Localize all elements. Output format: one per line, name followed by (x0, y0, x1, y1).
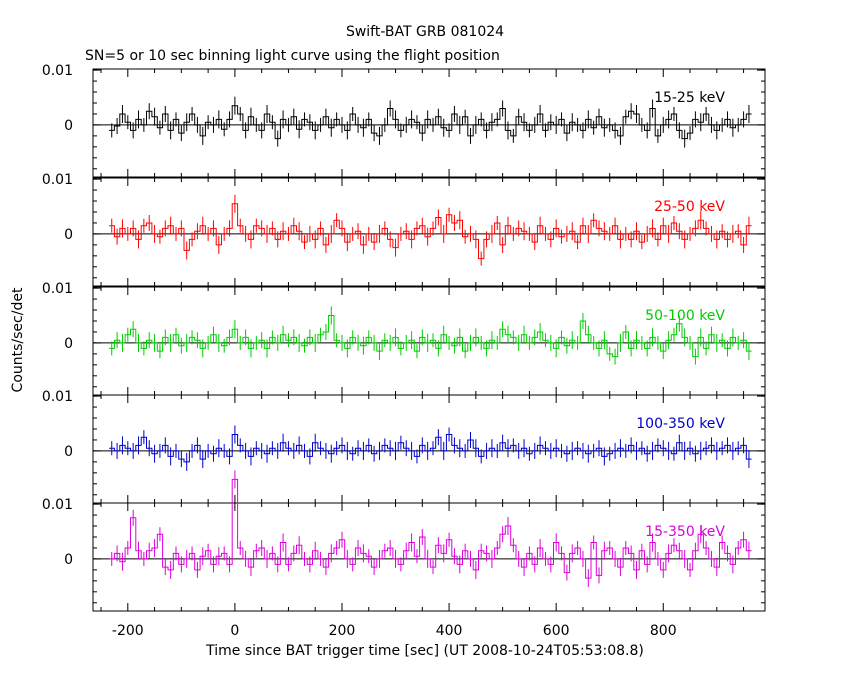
panel-frame (92, 177, 766, 287)
y-tick-label: 0 (64, 118, 73, 134)
panel-band-label: 15-350 keV (645, 524, 725, 540)
panel-band-label: 50-100 keV (645, 308, 725, 324)
y-tick-label: 0 (64, 336, 73, 352)
chart-subtitle: SN=5 or 10 sec binning light curve using… (85, 48, 500, 64)
panel-5: 0 0.01 15-350 keV -200 0 200 400 600 800 (42, 470, 766, 639)
panel-frame (92, 502, 766, 612)
x-tick-label: 200 (329, 623, 356, 639)
series-step-line (109, 315, 752, 358)
x-tick-label: 600 (543, 623, 570, 639)
x-tick-label: 400 (436, 623, 463, 639)
y-tick-label: 0 (64, 444, 73, 460)
x-tick-label: -200 (112, 623, 144, 639)
panel-frame (92, 286, 766, 396)
panel-frame (92, 394, 766, 504)
panel-3: 0 0.01 50-100 keV (42, 281, 766, 396)
panel-2: 0 0.01 25-50 keV (42, 172, 766, 287)
y-axis-label: Counts/sec/det (10, 287, 26, 392)
panel-frame (92, 68, 766, 178)
x-axis-label: Time since BAT trigger time [sec] (UT 20… (205, 643, 644, 659)
y-tick-label: 0.01 (42, 172, 73, 188)
panel-1: 0 0.01 15-25 keV (42, 63, 766, 178)
series-step-line (109, 478, 752, 579)
series-step-line (109, 105, 752, 140)
chart-title: Swift-BAT GRB 081024 (346, 24, 504, 40)
y-tick-label: 0.01 (42, 389, 73, 405)
y-tick-label: 0.01 (42, 281, 73, 297)
series-step-line (109, 203, 752, 260)
panel-band-label: 100-350 keV (636, 416, 725, 432)
panels-group: 0 0.01 15-25 keV 0 0.01 25-50 keV 0 0.01 50-100 … (42, 63, 766, 639)
y-tick-label: 0.01 (42, 497, 73, 513)
x-tick-label: 800 (650, 623, 677, 639)
panel-4: 0 0.01 100-350 keV (42, 389, 766, 504)
y-tick-label: 0 (64, 552, 73, 568)
x-tick-label: 0 (230, 623, 239, 639)
y-tick-label: 0 (64, 227, 73, 243)
y-tick-label: 0.01 (42, 63, 73, 79)
panel-band-label: 25-50 keV (654, 199, 725, 215)
series-step-line (109, 434, 752, 463)
panel-band-label: 15-25 keV (654, 90, 725, 106)
